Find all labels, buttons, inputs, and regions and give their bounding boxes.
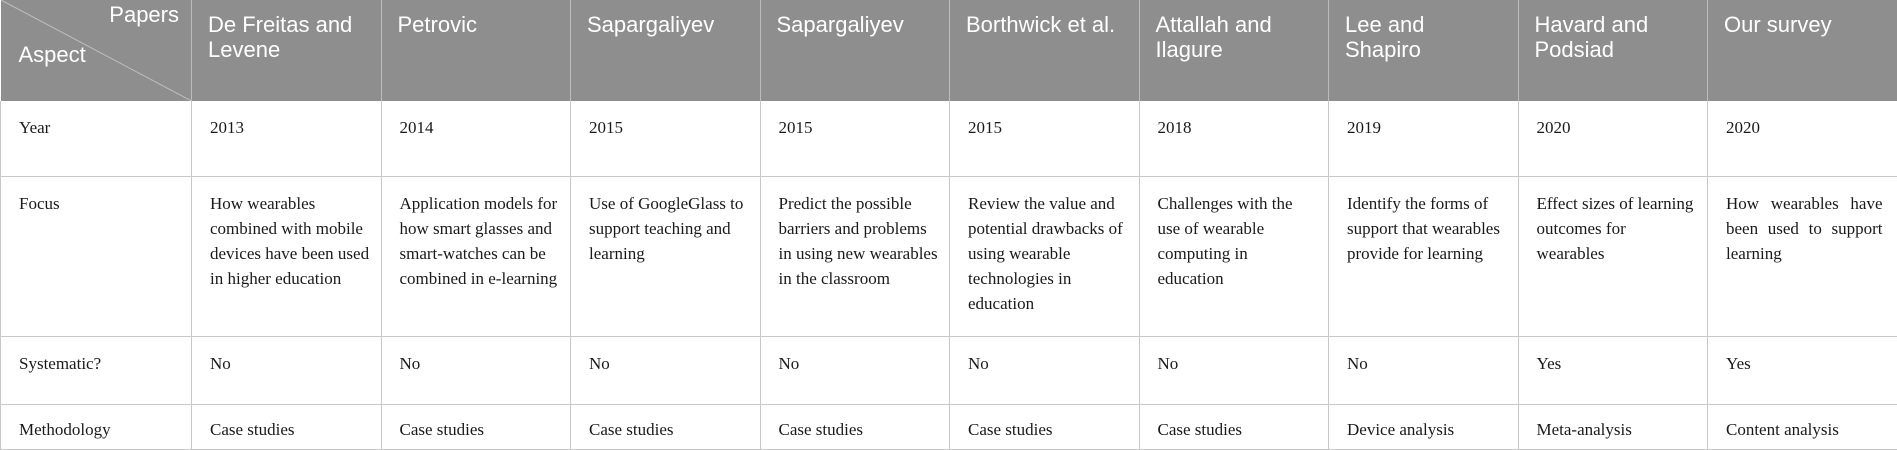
table-row-methodology: Methodology Case studies Case studies Ca…: [1, 404, 1897, 449]
aspect-cell: Focus: [1, 176, 192, 336]
table-cell: No: [192, 336, 382, 404]
table-cell: Case studies: [192, 404, 382, 449]
papers-axis-label: Papers: [109, 2, 179, 27]
table-cell: 2020: [1518, 101, 1708, 176]
table-cell: Challenges with the use of wearable comp…: [1139, 176, 1329, 336]
table-cell: Identify the forms of support that weara…: [1329, 176, 1519, 336]
table-cell: Device analysis: [1329, 404, 1519, 449]
table-cell: No: [1329, 336, 1519, 404]
table-cell: How wearables have been used to support …: [1708, 176, 1897, 336]
table-cell: 2018: [1139, 101, 1329, 176]
paper-header: Attallah and Ilagure: [1139, 0, 1329, 101]
aspect-cell: Methodology: [1, 404, 192, 449]
table-cell: 2015: [571, 101, 761, 176]
paper-header: Sapargaliyev: [760, 0, 950, 101]
paper-header: Borthwick et al.: [950, 0, 1140, 101]
table-cell: Case studies: [381, 404, 571, 449]
table-cell: Yes: [1708, 336, 1897, 404]
paper-header: Sapargaliyev: [571, 0, 761, 101]
table-cell: Effect sizes of learning outcomes for we…: [1518, 176, 1708, 336]
table-row-focus: Focus How wearables combined with mobile…: [1, 176, 1897, 336]
paper-header: Petrovic: [381, 0, 571, 101]
table-cell: Case studies: [571, 404, 761, 449]
paper-header: Havard and Podsiad: [1518, 0, 1708, 101]
table-cell: Content analysis: [1708, 404, 1897, 449]
table-cell: Application models for how smart glasses…: [381, 176, 571, 336]
aspect-axis-label: Aspect: [19, 42, 86, 67]
table-cell: Yes: [1518, 336, 1708, 404]
table-cell: 2019: [1329, 101, 1519, 176]
table-cell: Case studies: [1139, 404, 1329, 449]
table-cell: No: [760, 336, 950, 404]
corner-header-cell: Papers Aspect: [1, 0, 192, 101]
table-cell: 2013: [192, 101, 382, 176]
table-cell: 2015: [950, 101, 1140, 176]
table-cell: Predict the possible barriers and proble…: [760, 176, 950, 336]
table-cell: 2020: [1708, 101, 1897, 176]
table-cell: No: [950, 336, 1140, 404]
table-cell: Case studies: [760, 404, 950, 449]
table-cell: Use of GoogleGlass to support teaching a…: [571, 176, 761, 336]
table-row-year: Year 2013 2014 2015 2015 2015 2018 2019 …: [1, 101, 1897, 176]
aspect-cell: Year: [1, 101, 192, 176]
table-cell: 2015: [760, 101, 950, 176]
table-cell: No: [381, 336, 571, 404]
paper-header: De Freitas and Levene: [192, 0, 382, 101]
table-cell: Case studies: [950, 404, 1140, 449]
header-row: Papers Aspect De Freitas and Levene Petr…: [1, 0, 1897, 101]
table-cell: Meta-analysis: [1518, 404, 1708, 449]
table-cell: Review the value and potential drawbacks…: [950, 176, 1140, 336]
paper-header: Our survey: [1708, 0, 1897, 101]
table-cell: How wearables combined with mobile devic…: [192, 176, 382, 336]
paper-header: Lee and Shapiro: [1329, 0, 1519, 101]
table-cell: 2014: [381, 101, 571, 176]
aspect-cell: Systematic?: [1, 336, 192, 404]
table-cell: No: [1139, 336, 1329, 404]
table-cell: No: [571, 336, 761, 404]
table-row-systematic: Systematic? No No No No No No No Yes Yes: [1, 336, 1897, 404]
